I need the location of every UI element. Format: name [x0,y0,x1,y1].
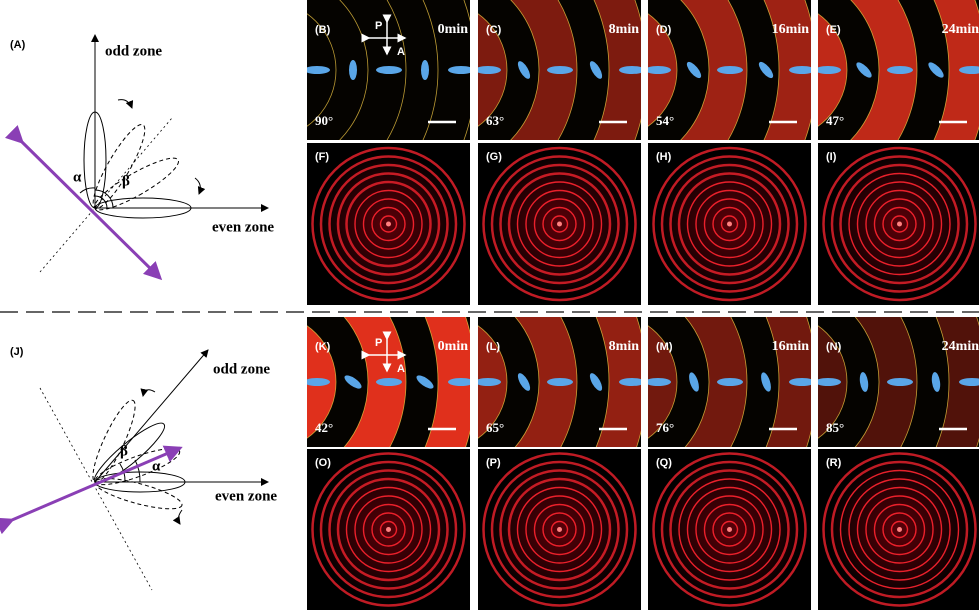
time-label: 16min [772,339,810,354]
molecule [619,66,645,74]
diagram-a [22,35,268,278]
time-label: 16min [772,22,810,37]
center-spot [727,527,732,532]
axis-label: even zone [212,219,274,235]
angle-label: 65° [486,420,504,435]
molecule [448,66,474,74]
diffraction-pattern: (Q) [648,449,811,610]
diffraction-pattern: (O) [307,449,470,610]
molecule [887,66,913,74]
angle-label: α [152,458,161,474]
panel-label: (N) [826,341,842,353]
panel-label: (D) [656,24,672,36]
center-spot [386,222,391,227]
molecule [619,378,645,386]
time-label: 24min [942,22,979,37]
angle-label: 63° [486,113,504,128]
analyzer-label: A [397,363,405,375]
panel-label: (H) [656,151,672,163]
panel-label: (K) [315,341,331,353]
panel-label: (B) [315,24,331,36]
angle-label: 54° [656,113,674,128]
diffraction-pattern: (H) [648,143,811,305]
center-spot [557,222,562,227]
axis-label: odd zone [105,43,162,59]
angle-label: α [73,169,82,185]
angle-label: 42° [315,420,333,435]
time-label: 24min [942,339,979,354]
molecule [304,378,330,386]
panel-label: (C) [486,24,502,36]
panel-label: (R) [826,457,842,469]
molecule [789,66,815,74]
molecule [789,378,815,386]
molecule [887,378,913,386]
molecule [448,378,474,386]
diffraction-pattern: (P) [478,449,641,610]
panel-label: (O) [315,457,331,469]
panel-label: (A) [10,39,26,51]
center-spot [897,527,902,532]
band [217,332,317,432]
center-spot [897,222,902,227]
axis-label: even zone [215,488,277,504]
panel-label: (L) [486,341,500,353]
diffraction-pattern: (I) [818,143,979,305]
angle-label: β [120,443,128,459]
molecule [475,66,501,74]
molecule [547,66,573,74]
diffraction-pattern: (R) [818,449,979,610]
diagram-j [12,350,268,590]
molecule [815,66,841,74]
center-spot [386,527,391,532]
angle-label: β [122,173,130,189]
axis-label: odd zone [213,361,270,377]
molecule [645,378,671,386]
panel-label: (Q) [656,457,672,469]
molecule [349,60,357,80]
molecule [547,378,573,386]
figure: (A) odd zone even zone α β (J) odd zone even zo… [0,0,979,610]
polarizer-label: P [375,337,382,349]
time-label: 8min [609,22,640,37]
diffraction-pattern: (G) [478,143,641,305]
panel-label: (I) [826,151,837,163]
band [217,20,317,120]
analyzer-label: A [397,46,405,58]
panel-label: (G) [486,151,502,163]
angle-label: 47° [826,113,844,128]
molecule [717,66,743,74]
panel-label: (F) [315,151,329,163]
angle-label: 90° [315,113,333,128]
panel-label: (M) [656,341,673,353]
time-label: 0min [438,22,469,37]
angle-label: 76° [656,420,674,435]
panel-label: (P) [486,457,501,469]
angle-label: 85° [826,420,844,435]
molecule [717,378,743,386]
center-spot [727,222,732,227]
band-edge [236,39,298,101]
time-label: 8min [609,339,640,354]
polarizer-label: P [375,20,382,32]
panel-label: (J) [10,346,24,358]
molecule [376,66,402,74]
band-edge [236,351,298,413]
molecule [475,378,501,386]
molecule [421,60,429,80]
molecule [645,66,671,74]
panel-label: (E) [826,24,841,36]
molecule [376,378,402,386]
molecule [815,378,841,386]
time-label: 0min [438,339,469,354]
diffraction-pattern: (F) [307,143,470,305]
molecule [304,66,330,74]
center-spot [557,527,562,532]
